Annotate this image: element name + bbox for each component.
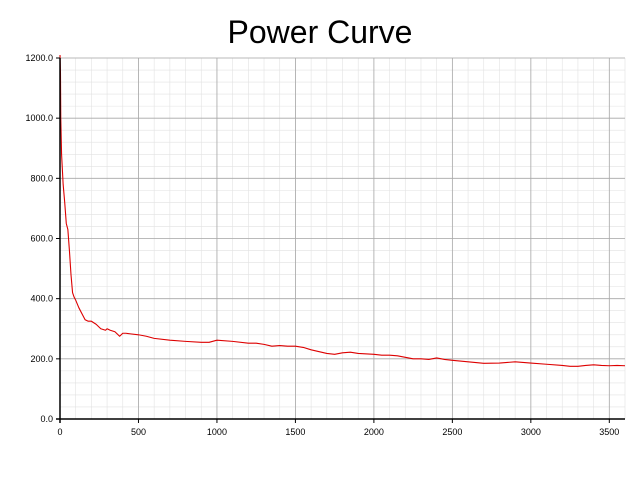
axes-layer <box>56 58 625 423</box>
y-tick-label: 400.0 <box>30 294 53 304</box>
y-tick-label: 200.0 <box>30 354 53 364</box>
x-tick-label: 1000 <box>207 427 227 437</box>
series-line-0 <box>59 54 626 367</box>
x-tick-label: 3500 <box>599 427 619 437</box>
x-tick-label: 3000 <box>521 427 541 437</box>
ticks-layer: 0 500 1000 1500 2000 2500 3000 3500 0.0 200.0 400.… <box>25 53 619 437</box>
series-layer <box>59 54 626 367</box>
y-tick-label: 1000.0 <box>25 113 53 123</box>
y-tick-label: 800.0 <box>30 173 53 183</box>
x-tick-label: 1500 <box>285 427 305 437</box>
x-tick-label: 2500 <box>442 427 462 437</box>
x-tick-label: 2000 <box>364 427 384 437</box>
y-tick-label: 0.0 <box>40 414 53 424</box>
x-tick-label: 500 <box>131 427 146 437</box>
y-tick-label: 600.0 <box>30 234 53 244</box>
chart-title: Power Curve <box>227 14 413 50</box>
y-tick-label: 1200.0 <box>25 53 53 63</box>
x-tick-label: 0 <box>57 427 62 437</box>
